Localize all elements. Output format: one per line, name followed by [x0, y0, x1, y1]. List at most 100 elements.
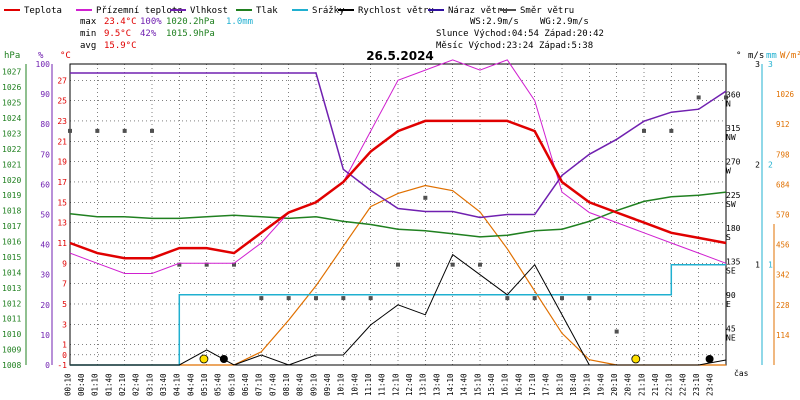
wg-text: WG:2.9m/s — [540, 17, 589, 27]
wm-tick: 1026 — [776, 90, 795, 99]
c-tick: 21 — [57, 137, 67, 146]
legend: Teplota Přízemní teplota Vlhkost Tlak Srážky… — [4, 6, 574, 16]
max-label: max — [80, 17, 97, 27]
c-tick: 23 — [57, 117, 67, 126]
dir-label: NE — [726, 334, 736, 343]
dir-label: W — [726, 166, 731, 175]
pct-title: % — [38, 51, 44, 61]
ms-tick: 2 — [755, 160, 760, 169]
dir-tick: 360 — [726, 90, 741, 99]
wind-dir-point — [450, 262, 455, 267]
time-tick: 14:10 — [446, 373, 455, 396]
c-tick: 1 — [62, 341, 67, 350]
hpa-tick: 1023 — [2, 129, 21, 138]
legend-label: Přízemní teplota — [96, 6, 183, 16]
wind-dir-point — [423, 195, 428, 200]
time-tick: 15:40 — [487, 373, 496, 396]
c-tick: 13 — [57, 219, 67, 228]
c-tick: 7 — [62, 280, 67, 289]
time-tick: 23:10 — [692, 373, 701, 396]
time-tick: 12:10 — [391, 373, 400, 396]
dir-label: NW — [726, 133, 736, 142]
time-tick: 00:10 — [63, 373, 72, 396]
mm-tick: 3 — [768, 60, 773, 69]
legend-label: Rychlost větru — [358, 6, 434, 16]
c-tick: 15 — [57, 198, 67, 207]
c-tick: 0 — [62, 351, 67, 360]
tick-labels: hPa% °C ° m/s mm W/m²102710261025102410231022… — [2, 51, 800, 396]
hpa-tick: 1011 — [2, 315, 21, 324]
wind-dir-point — [95, 128, 100, 133]
c-tick: 9 — [62, 259, 67, 268]
wm-tick: 228 — [776, 301, 790, 310]
time-tick: 14:40 — [460, 373, 469, 396]
wm-tick: 570 — [776, 211, 790, 220]
time-tick: 20:40 — [624, 373, 633, 396]
time-tick: 16:10 — [501, 373, 510, 396]
time-tick: 03:40 — [159, 373, 168, 396]
max-hum: 100% — [140, 17, 162, 27]
legend-label: Směr větru — [520, 6, 574, 16]
time-tick: 15:10 — [473, 373, 482, 396]
pct-tick: 30 — [40, 271, 50, 280]
hpa-tick: 1019 — [2, 191, 21, 200]
dir-label: E — [726, 300, 731, 309]
c-tick: 27 — [57, 76, 67, 85]
wind-dir-point — [204, 262, 209, 267]
time-tick: 09:10 — [309, 373, 318, 396]
mm-tick: 2 — [768, 160, 773, 169]
wind-dir-point — [696, 95, 701, 100]
dir-tick: 90 — [726, 291, 736, 300]
moonset-marker — [219, 355, 228, 363]
hpa-tick: 1017 — [2, 222, 21, 231]
wind-dir-point — [642, 128, 646, 133]
c-tick: -1 — [57, 361, 67, 370]
time-tick: 20:10 — [610, 373, 619, 396]
ms-tick: 1 — [755, 261, 760, 270]
legend-label: Vlhkost — [190, 6, 228, 16]
min-hum: 42% — [140, 29, 157, 39]
max-rain: 1.0mm — [226, 17, 253, 27]
ground-temp-line — [69, 59, 727, 274]
time-tick: 23:40 — [706, 373, 715, 396]
c-tick: 3 — [62, 320, 67, 329]
min-label: min — [80, 29, 96, 39]
wind-dir-point — [724, 95, 728, 100]
hpa-tick: 1018 — [2, 207, 21, 216]
hpa-tick: 1010 — [2, 330, 21, 339]
time-tick: 01:10 — [91, 373, 100, 396]
wm-tick: 912 — [776, 120, 790, 129]
temperature-line — [69, 119, 727, 260]
axes — [25, 63, 775, 366]
pct-tick: 70 — [40, 150, 50, 159]
wm-tick: 342 — [776, 271, 790, 280]
wm-tick: 114 — [776, 331, 790, 340]
wind-dir-point — [150, 128, 154, 133]
time-tick: 17:40 — [542, 373, 551, 396]
time-tick: 18:10 — [555, 373, 564, 396]
pressure-line — [69, 191, 727, 238]
dir-label: N — [726, 99, 731, 108]
c-tick: 11 — [57, 239, 67, 248]
time-tick: 12:40 — [405, 373, 414, 396]
time-tick: 10:40 — [350, 373, 359, 396]
time-tick: 17:10 — [528, 373, 537, 396]
wm-tick: 684 — [776, 180, 790, 189]
time-tick: 22:10 — [665, 373, 674, 396]
dir-tick: 225 — [726, 191, 741, 200]
plot-area — [68, 59, 728, 366]
time-tick: 16:40 — [514, 373, 523, 396]
humidity-line — [70, 72, 727, 219]
ms-tick: 3 — [755, 60, 760, 69]
chart-title: 26.5.2024 — [366, 49, 434, 63]
time-tick: 08:10 — [282, 373, 291, 396]
wind-dir-point — [122, 128, 127, 133]
time-tick: 10:10 — [337, 373, 346, 396]
time-label: čas — [734, 368, 749, 378]
time-tick: 04:10 — [173, 373, 182, 396]
time-tick: 05:10 — [200, 373, 209, 396]
c-tick: 5 — [62, 300, 67, 309]
legend-label: Srážky — [312, 6, 345, 16]
time-tick: 04:40 — [186, 373, 195, 396]
wm-tick: 798 — [776, 150, 790, 159]
